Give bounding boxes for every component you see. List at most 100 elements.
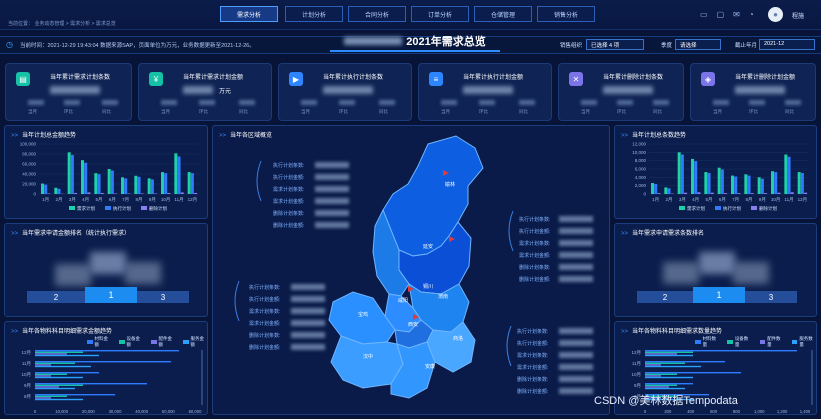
place-label: 咸阳 [398, 297, 408, 304]
bar [750, 193, 754, 194]
kpi-sub: 环比 [199, 109, 208, 114]
kpi-title: 当年累计执行计划条数 [323, 75, 384, 81]
bar [35, 361, 171, 363]
flag-icon[interactable] [449, 236, 455, 244]
podium-3: 3 [745, 291, 797, 303]
bar [164, 173, 168, 194]
bar [121, 177, 124, 194]
map-info-block: 执行计划条数: 执行计划金额: 需求计划条数: 需求计划金额: 删除计划条数: 删除计划金… [519, 217, 551, 283]
legend-label: 需求计划 [687, 205, 705, 212]
region-map[interactable]: 榆林 延安 铜川 渭南 咸阳 宝鸡 西安 汉中 安康 商洛 [213, 126, 611, 416]
x-tick-label: 20,000 [82, 409, 95, 414]
map-region-shangluo[interactable] [426, 321, 476, 373]
bar [645, 397, 661, 399]
panel-material-count: >> 当年各物料科目明细需求数量趋势 材料数量 设备数量 配件数量 服务数量 12… [614, 321, 817, 415]
bar [645, 398, 693, 401]
bar [694, 161, 698, 194]
bell-icon[interactable]: ◔ [748, 10, 754, 19]
scrollbar [201, 350, 203, 405]
bar [645, 364, 661, 366]
kpi-card-delete-count[interactable]: ✕ 当年累计删除计划条数 当月 环比 同比 [558, 63, 684, 121]
y-tick-label: 8月 [24, 394, 31, 400]
bar [124, 178, 128, 194]
bar [645, 350, 797, 352]
x-tick-label: 60,000 [189, 409, 202, 414]
bar [114, 193, 118, 194]
map-region-baoji[interactable] [328, 291, 396, 345]
user-name[interactable]: 程施 [792, 14, 805, 20]
bar [167, 192, 171, 194]
y-tick-label: 4,000 [635, 175, 647, 180]
breadcrumb: 当前位置： 业务动态管理 > 需求分析 > 需求总览 [8, 21, 116, 27]
kpi-title: 当年累计需求计划金额 [183, 75, 244, 81]
place-label: 榆林 [445, 181, 455, 188]
month-label: 截止年月 [735, 43, 758, 49]
kpi-value [463, 86, 513, 94]
month-select[interactable]: 2021-12 [759, 39, 815, 50]
flag-icon[interactable] [408, 286, 414, 294]
tab-order-analysis[interactable]: 订单分析 [411, 6, 469, 22]
bar [757, 177, 761, 194]
legend-label: 需求计划 [77, 205, 95, 212]
bar [35, 351, 83, 353]
bar [747, 175, 751, 194]
podium-3: 3 [137, 291, 189, 303]
bar [645, 373, 677, 375]
watermark: CSDN @美林数据Tempodata [594, 395, 738, 407]
bar [744, 174, 748, 194]
count-trend-chart: 12,000 10,000 8,000 6,000 4,000 2,000 0 1月 2月 3月 4… [632, 142, 809, 212]
chat-bubble-icon[interactable]: ▢ [716, 10, 725, 19]
x-tick-label: 12月 [798, 197, 808, 203]
bar [35, 386, 59, 388]
bar [704, 172, 708, 194]
x-tick-label: 3月 [69, 197, 76, 203]
tab-plan-analysis[interactable]: 计划分析 [285, 6, 343, 22]
bar [804, 192, 808, 194]
map-region-hanzhong[interactable] [330, 335, 404, 389]
x-tick-label: 1,000 [754, 409, 765, 414]
flag-icon[interactable] [413, 314, 419, 322]
monitor-icon[interactable]: ▭ [700, 10, 708, 19]
legend-label: 执行计划 [723, 205, 741, 212]
kpi-value [603, 86, 653, 94]
bar [35, 395, 67, 397]
legend-item: 材料金额 [94, 336, 109, 347]
mail-icon[interactable]: ✉ [733, 10, 740, 19]
tab-sales-analysis[interactable]: 销售分析 [537, 6, 595, 22]
bar [720, 169, 724, 194]
place-label: 西安 [408, 321, 418, 328]
x-tick-label: 5月 [95, 197, 102, 203]
map-region-ankang[interactable] [390, 341, 436, 399]
legend-item: 设备金额 [126, 336, 141, 347]
kpi-card-demand-amount[interactable]: ¥ 当年累计需求计划金额 万元 当月 环比 同比 [138, 63, 272, 121]
tab-warehouse[interactable]: 仓储管理 [474, 6, 532, 22]
org-select[interactable]: 已选择 4 项 [586, 39, 644, 50]
bar [44, 184, 48, 194]
bar [645, 353, 677, 355]
tab-contract-analysis[interactable]: 合同分析 [348, 6, 406, 22]
tab-demand-analysis[interactable]: 需求分析 [220, 6, 278, 22]
y-tick-label: 0 [33, 192, 36, 197]
avatar[interactable]: ● [768, 7, 783, 22]
bar [67, 152, 71, 194]
x-tick-label: 10月 [161, 197, 171, 203]
bar [645, 362, 685, 364]
kpi-card-exec-amount[interactable]: ≡ 当年累计执行计划金额 当月 环比 同比 [418, 63, 552, 121]
panel-title: 当年需求申请需求条数排名 [632, 231, 705, 237]
kpi-value [323, 86, 373, 94]
bar [100, 192, 104, 194]
season-select[interactable]: 请选择 [675, 39, 721, 50]
legend-item: 服务金额 [190, 336, 205, 347]
kpi-card-delete-amount[interactable]: ◈ 当年累计删除计划金额 当月 环比 同比 [690, 63, 816, 121]
bar [74, 192, 78, 194]
flag-icon[interactable] [443, 170, 449, 178]
x-tick-label: 4月 [82, 197, 89, 203]
bar [684, 192, 688, 194]
kpi-card-exec-count[interactable]: ▶ 当年累计执行计划条数 当月 环比 同比 [278, 63, 412, 121]
bar [180, 192, 184, 194]
bar [797, 172, 801, 194]
kpi-card-demand-count[interactable]: ▤ 当年累计需求计划条数 当月 环比 同比 [5, 63, 132, 121]
bar [35, 373, 67, 375]
kpi-title: 当年累计删除计划金额 [735, 75, 796, 81]
bar [645, 384, 677, 386]
